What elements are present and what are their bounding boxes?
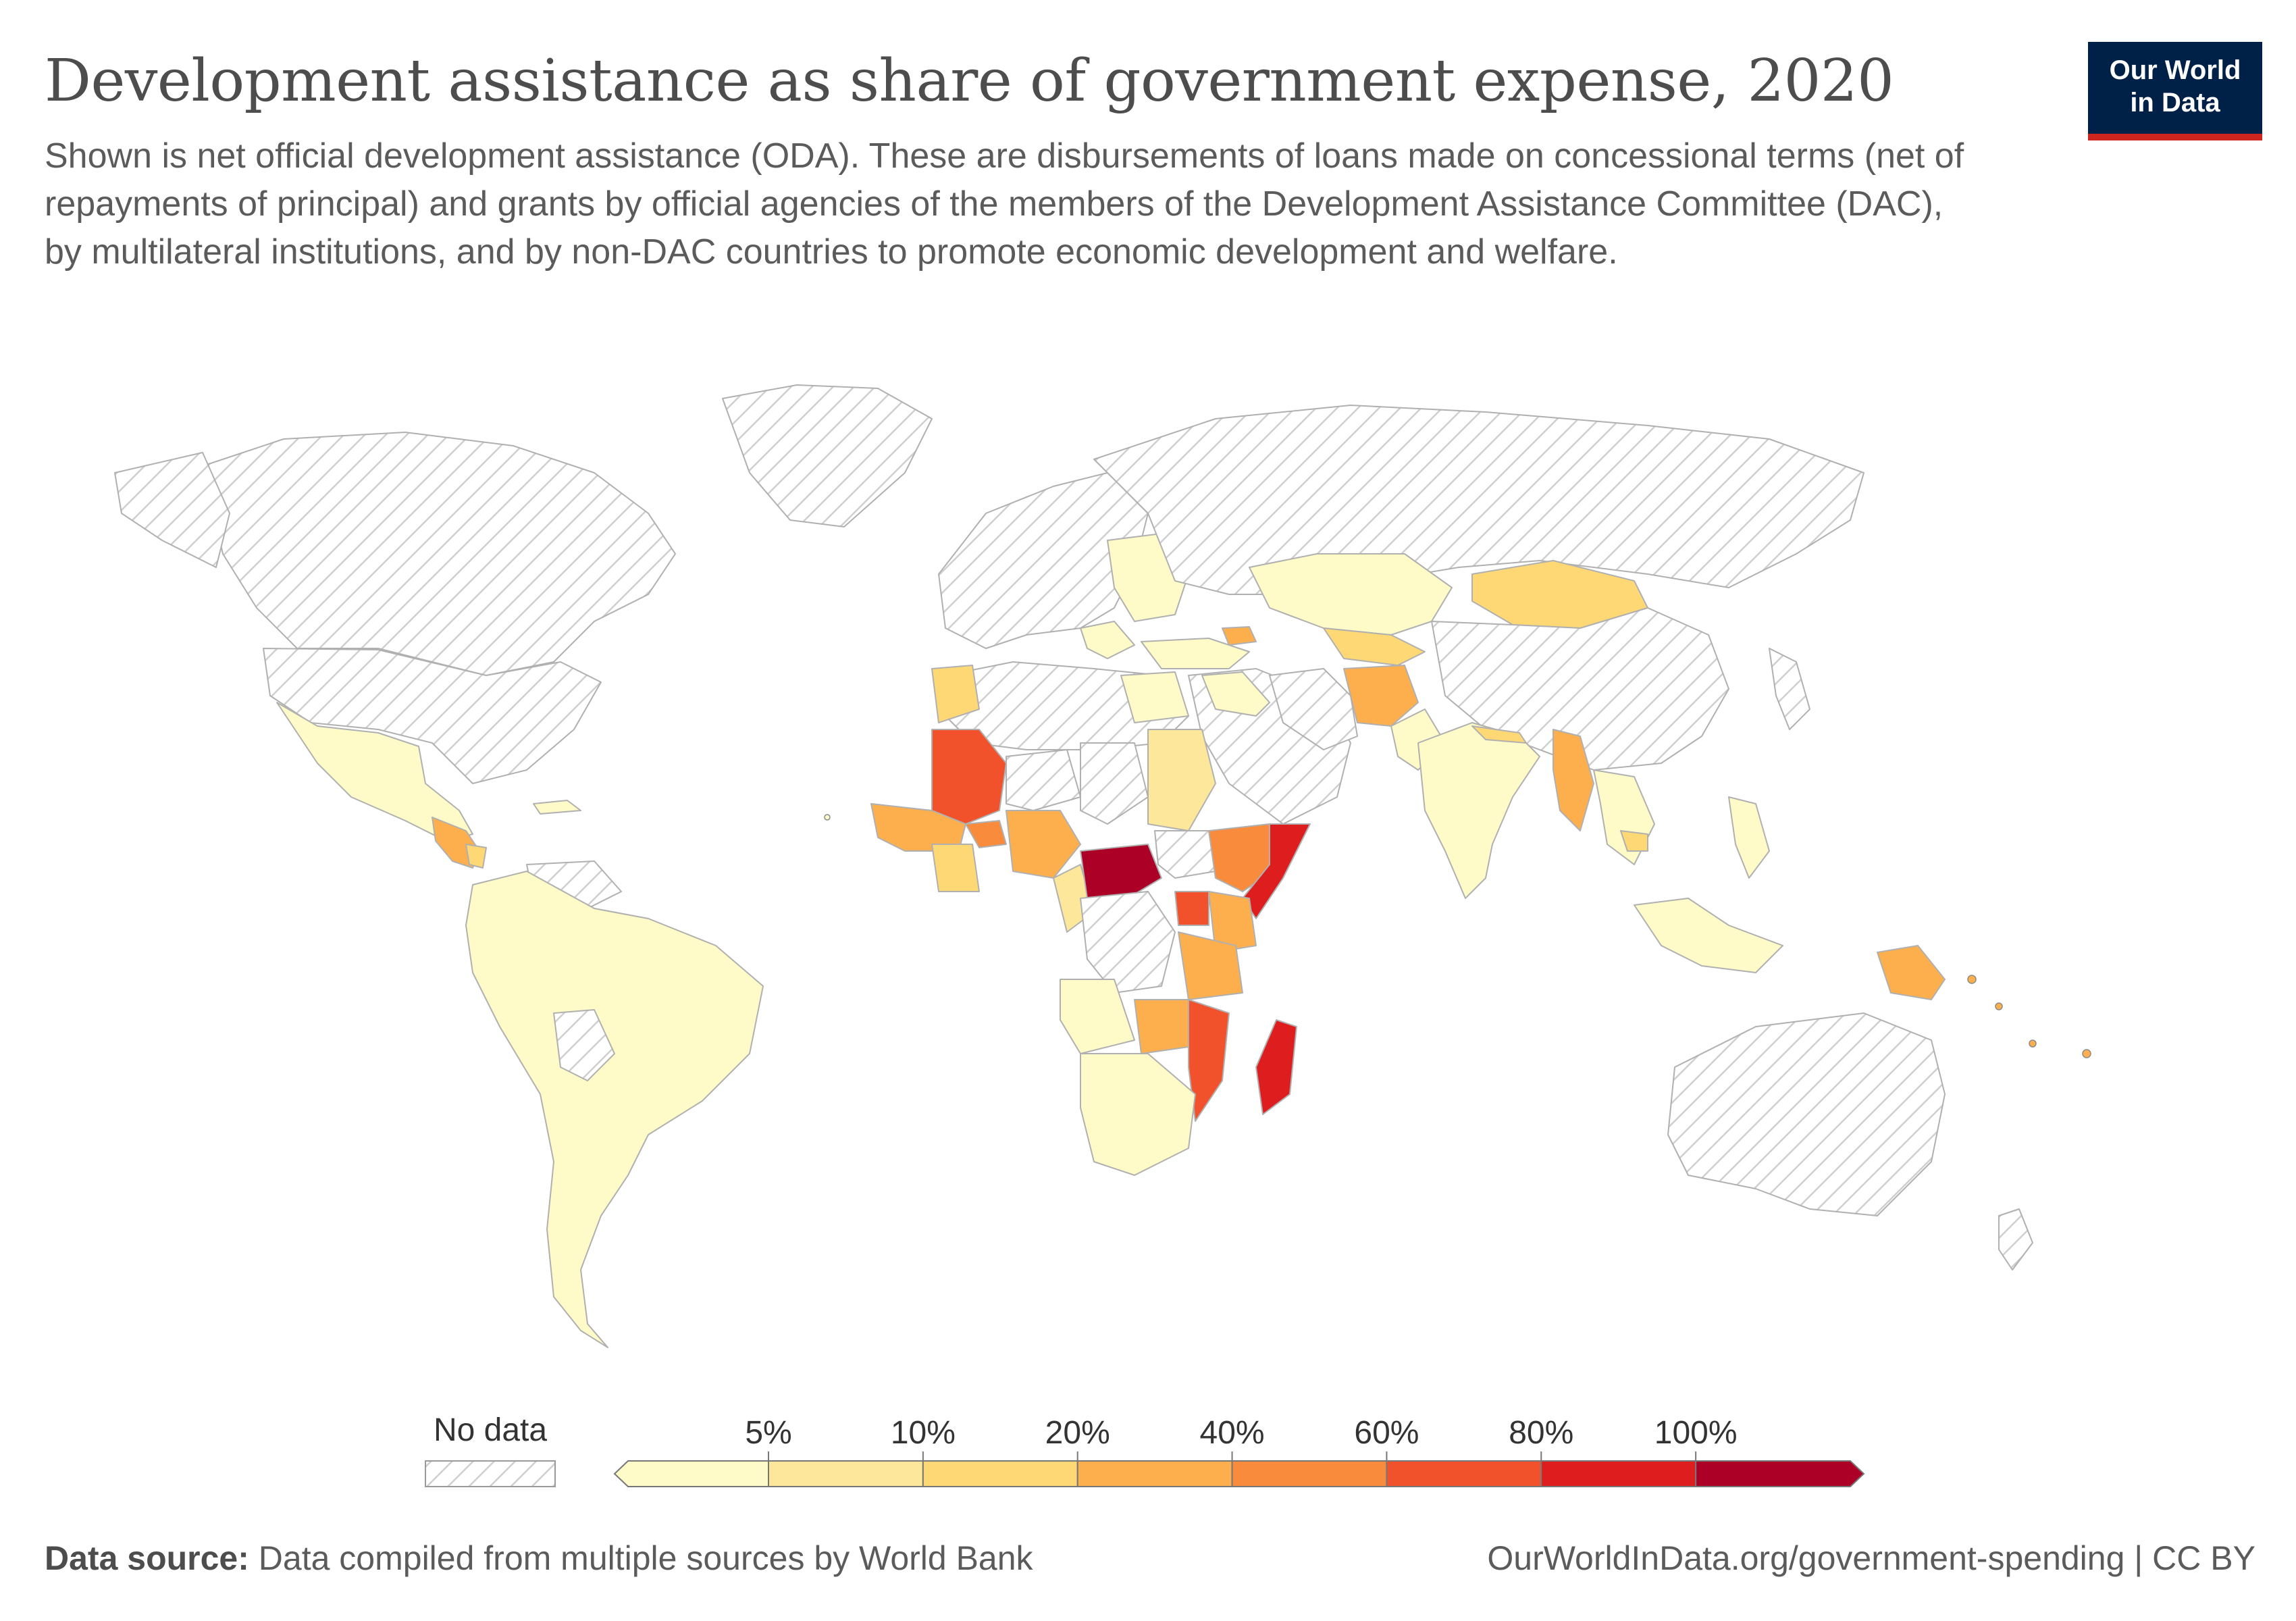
logo-line-2: in Data — [2130, 88, 2220, 118]
region-sudan[interactable] — [1147, 729, 1216, 831]
owid-logo[interactable]: Our World in Data — [2088, 42, 2262, 140]
legend-bin-2 — [922, 1460, 1078, 1487]
region-southern-africa[interactable] — [1080, 1053, 1196, 1176]
island-pacific-2[interactable] — [1995, 1002, 2003, 1010]
region-caucasus[interactable] — [1222, 626, 1257, 646]
region-australia[interactable] — [1667, 1012, 1946, 1216]
region-tanzania[interactable] — [1178, 931, 1243, 1000]
region-caribbean[interactable] — [533, 800, 581, 815]
legend-bin-5 — [1386, 1460, 1542, 1487]
legend-no-data-swatch — [425, 1460, 556, 1487]
region-morocco[interactable] — [931, 665, 980, 723]
legend-tick-label-5: 80% — [1509, 1415, 1573, 1451]
region-egypt[interactable] — [1120, 671, 1189, 723]
island-pacific-4[interactable] — [2082, 1049, 2091, 1058]
region-burkina-faso[interactable] — [965, 820, 1007, 848]
region-madagascar[interactable] — [1255, 1019, 1297, 1115]
data-source-label: Data source: — [45, 1539, 249, 1577]
region-south-sudan[interactable] — [1154, 830, 1216, 879]
region-central-african-republic[interactable] — [1080, 844, 1162, 899]
region-angola[interactable] — [1060, 979, 1135, 1054]
logo-accent-bar — [2088, 134, 2262, 140]
region-south-america[interactable] — [465, 871, 764, 1348]
region-mexico[interactable] — [276, 702, 473, 842]
region-kenya[interactable] — [1208, 891, 1257, 953]
region-balkans[interactable] — [1080, 621, 1135, 659]
legend-tick-label-1: 10% — [891, 1415, 956, 1451]
region-canada[interactable] — [202, 432, 676, 676]
region-cambodia[interactable] — [1620, 830, 1648, 852]
island-atlantic-1[interactable] — [824, 814, 831, 821]
legend-bin-6 — [1540, 1460, 1697, 1487]
region-ghana[interactable] — [931, 844, 980, 892]
region-dr-congo[interactable] — [1080, 891, 1176, 994]
legend-tick-labels: 5% 10% 20% 40% 60% 80% 100% — [745, 1415, 1738, 1461]
chart-title: Development assistance as share of gover… — [45, 47, 1894, 115]
legend-bin-3 — [1076, 1460, 1233, 1487]
region-uganda[interactable] — [1174, 891, 1209, 926]
region-papua-new-guinea[interactable] — [1877, 945, 1946, 1000]
legend-color-bins — [613, 1460, 1865, 1487]
region-turkey[interactable] — [1141, 638, 1250, 669]
region-niger[interactable] — [1006, 749, 1081, 811]
region-bolivia[interactable] — [553, 1009, 615, 1081]
region-nigeria[interactable] — [1006, 810, 1081, 879]
data-source: Data source: Data compiled from multiple… — [45, 1539, 1033, 1578]
region-russia[interactable] — [1093, 405, 1864, 595]
legend-bin-1 — [768, 1460, 924, 1487]
legend-tick-label-2: 20% — [1045, 1415, 1110, 1451]
region-somalia[interactable] — [1242, 823, 1311, 919]
region-nepal[interactable] — [1471, 725, 1527, 744]
greenland[interactable] — [722, 384, 933, 528]
region-philippines[interactable] — [1728, 796, 1770, 879]
region-malawi-mozambique[interactable] — [1188, 999, 1230, 1122]
region-central-asia[interactable] — [1323, 627, 1426, 666]
region-myanmar[interactable] — [1553, 729, 1594, 831]
legend-no-data-label: No data — [434, 1412, 547, 1448]
region-iran[interactable] — [1269, 668, 1358, 750]
world-map — [114, 384, 2091, 1348]
legend-tick-label-6: 100% — [1654, 1415, 1738, 1451]
region-afghanistan[interactable] — [1343, 665, 1419, 727]
region-chad[interactable] — [1080, 742, 1149, 825]
island-pacific-3[interactable] — [2029, 1039, 2037, 1048]
region-iraq-syria[interactable] — [1201, 671, 1270, 717]
region-honduras[interactable] — [465, 844, 487, 869]
legend-tick-label-4: 60% — [1354, 1415, 1419, 1451]
logo-line-1: Our World — [2109, 55, 2241, 85]
region-japan[interactable] — [1769, 648, 1810, 730]
legend-tick-label-0: 5% — [745, 1415, 791, 1451]
legend-bin-4 — [1231, 1460, 1388, 1487]
chart-subtitle: Shown is net official development assist… — [45, 136, 1964, 272]
source-url[interactable]: OurWorldInData.org/government-spending |… — [1487, 1539, 2255, 1577]
region-new-zealand[interactable] — [1998, 1208, 2033, 1270]
island-pacific-1[interactable] — [1967, 975, 1977, 984]
legend-tick-label-3: 40% — [1200, 1415, 1265, 1451]
data-source-text: Data compiled from multiple sources by W… — [258, 1539, 1033, 1577]
legend-bin-7 — [1695, 1460, 1865, 1487]
region-indonesia[interactable] — [1634, 898, 1783, 973]
legend-bin-0 — [613, 1460, 769, 1487]
alaska[interactable] — [114, 452, 230, 568]
